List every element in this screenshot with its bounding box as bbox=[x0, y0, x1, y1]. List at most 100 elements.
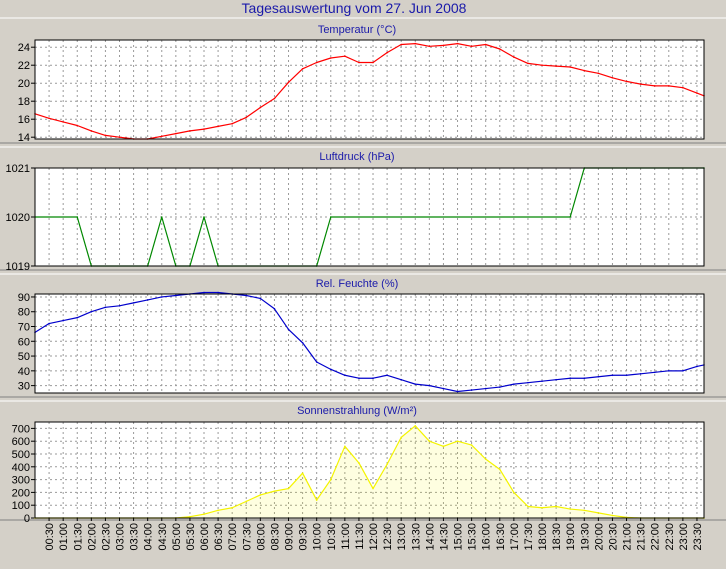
x-tick-label: 14:00 bbox=[424, 523, 436, 551]
x-tick-label: 21:00 bbox=[622, 523, 634, 551]
x-tick-label: 02:30 bbox=[100, 523, 112, 551]
data-point bbox=[541, 64, 543, 66]
data-point bbox=[203, 128, 205, 130]
x-tick-label: 12:30 bbox=[382, 523, 394, 551]
y-tick-label: 90 bbox=[18, 292, 30, 304]
data-point bbox=[175, 294, 177, 297]
x-tick-label: 07:30 bbox=[241, 523, 253, 551]
data-point bbox=[146, 299, 149, 301]
x-tick-label: 05:30 bbox=[185, 523, 197, 551]
data-point bbox=[344, 55, 346, 57]
x-tick-label: 15:30 bbox=[467, 523, 479, 551]
data-point bbox=[527, 62, 529, 65]
x-tick-label: 02:00 bbox=[86, 523, 98, 551]
data-point bbox=[513, 383, 515, 385]
data-point bbox=[498, 386, 501, 388]
data-point bbox=[301, 341, 304, 344]
plot-area bbox=[35, 294, 704, 393]
data-point bbox=[76, 124, 79, 127]
plot-area bbox=[35, 40, 704, 139]
y-tick-label: 30 bbox=[18, 381, 30, 393]
data-point bbox=[470, 444, 473, 446]
data-point bbox=[189, 130, 191, 132]
data-point bbox=[231, 122, 233, 125]
data-point bbox=[400, 436, 402, 439]
x-tick-label: 23:00 bbox=[678, 523, 690, 551]
chart-title-pressure: Luftdruck (hPa) bbox=[319, 151, 394, 163]
data-point bbox=[414, 425, 417, 427]
data-point bbox=[301, 472, 304, 475]
data-point bbox=[442, 44, 445, 47]
data-point bbox=[414, 42, 417, 45]
data-point bbox=[62, 121, 64, 123]
x-axis-time-labels: 00:30 01:00 01:30 02:00 02:30 03:00 03:30 04:00… bbox=[44, 518, 704, 551]
data-point bbox=[583, 509, 586, 512]
y-tick-label: 400 bbox=[12, 462, 30, 474]
x-tick-label: 13:00 bbox=[396, 523, 408, 551]
x-tick-label: 03:00 bbox=[115, 523, 127, 551]
chart-panel-pressure: 1019 1020 1021 Luftdruck (hPa) bbox=[0, 146, 726, 273]
data-point bbox=[400, 378, 402, 381]
x-tick-label: 21:30 bbox=[636, 523, 648, 551]
data-point bbox=[372, 377, 374, 380]
x-tick-label: 20:00 bbox=[593, 523, 605, 551]
data-point bbox=[372, 61, 374, 64]
y-tick-label: 1020 bbox=[6, 212, 30, 224]
data-point bbox=[653, 371, 656, 374]
data-point bbox=[569, 66, 571, 68]
data-point bbox=[118, 305, 121, 307]
x-tick-label: 11:00 bbox=[340, 523, 352, 550]
data-point bbox=[682, 370, 684, 372]
data-point bbox=[62, 319, 64, 322]
data-point bbox=[329, 478, 332, 481]
data-point bbox=[639, 372, 642, 375]
data-point bbox=[48, 322, 50, 325]
data-point bbox=[104, 134, 107, 137]
plot-frame bbox=[34, 293, 705, 394]
plot-area bbox=[35, 422, 704, 518]
chart-title-temperature: Temperatur (°C) bbox=[318, 24, 396, 36]
data-point bbox=[245, 500, 248, 503]
x-tick-label: 07:00 bbox=[227, 523, 239, 551]
data-point bbox=[287, 328, 290, 331]
x-tick-label: 08:00 bbox=[255, 523, 267, 551]
data-point bbox=[273, 307, 276, 310]
data-point bbox=[132, 302, 135, 304]
x-tick-label: 11:30 bbox=[354, 523, 366, 550]
x-tick-label: 10:00 bbox=[312, 523, 324, 551]
data-point bbox=[442, 445, 445, 448]
data-point bbox=[231, 506, 233, 509]
x-tick-label: 09:00 bbox=[284, 523, 296, 551]
data-point bbox=[527, 505, 529, 508]
data-point bbox=[217, 509, 219, 512]
data-point bbox=[90, 310, 93, 313]
data-point bbox=[442, 387, 445, 390]
data-point bbox=[513, 491, 515, 494]
y-tick-label: 0 bbox=[24, 513, 30, 525]
x-tick-label: 03:30 bbox=[129, 523, 141, 551]
data-point bbox=[667, 370, 670, 372]
data-point bbox=[456, 440, 459, 443]
data-point bbox=[400, 43, 402, 46]
y-tick-label: 18 bbox=[18, 96, 30, 108]
x-tick-label: 01:00 bbox=[58, 523, 70, 551]
y-tick-label: 50 bbox=[18, 351, 30, 363]
y-tick-label: 700 bbox=[12, 423, 30, 435]
data-point bbox=[682, 86, 684, 89]
y-tick-label: 40 bbox=[18, 366, 30, 378]
data-point bbox=[653, 85, 656, 87]
data-point bbox=[611, 374, 614, 377]
data-point bbox=[259, 494, 262, 496]
data-point bbox=[696, 365, 698, 368]
y-tick-label: 1019 bbox=[6, 261, 30, 273]
data-point bbox=[555, 505, 557, 508]
data-point bbox=[245, 294, 248, 297]
x-tick-label: 04:30 bbox=[157, 523, 169, 551]
data-point bbox=[498, 468, 501, 471]
x-tick-label: 09:30 bbox=[298, 523, 310, 551]
x-tick-label: 14:30 bbox=[438, 523, 450, 551]
y-tick-label: 100 bbox=[12, 500, 30, 512]
data-point bbox=[569, 508, 571, 510]
